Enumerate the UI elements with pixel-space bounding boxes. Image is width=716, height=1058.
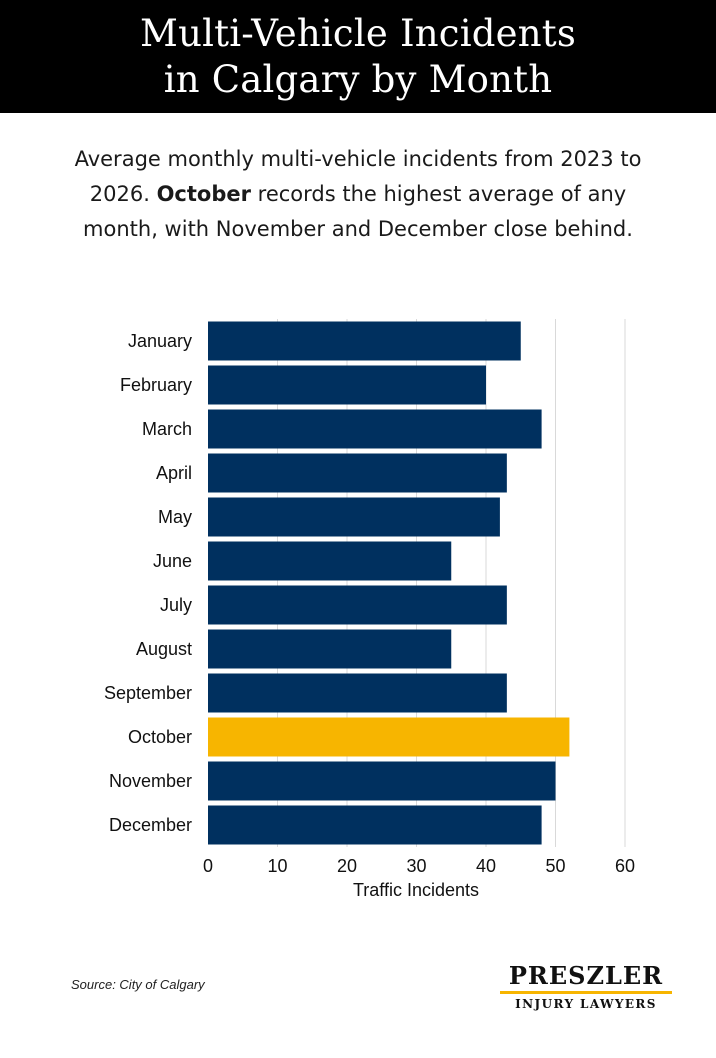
subtitle-text-2: records the highest average of any month… <box>83 182 633 241</box>
header-banner: Multi-Vehicle Incidents in Calgary by Mo… <box>0 0 716 113</box>
bar-december <box>208 805 542 845</box>
chart-title-line2: in Calgary by Month <box>163 57 553 101</box>
bar-march <box>208 409 542 449</box>
bar-august <box>208 629 452 669</box>
category-labels: January February March April May June July Augu… <box>104 331 192 835</box>
bar-september <box>208 673 507 713</box>
x-tick-label: 30 <box>406 856 426 876</box>
category-label-january: January <box>128 331 192 351</box>
category-label-may: May <box>158 507 192 527</box>
bar-january <box>208 321 521 361</box>
x-tick-labels: 0 10 20 30 40 50 60 <box>203 856 635 876</box>
logo-tagline: INJURY LAWYERS <box>515 997 657 1011</box>
chart-subtitle: Average monthly multi-vehicle incidents … <box>60 142 656 247</box>
brand-logo: PRESZLER INJURY LAWYERS <box>500 962 672 1011</box>
bar-may <box>208 497 500 537</box>
x-tick-label: 40 <box>476 856 496 876</box>
chart-title-line1: Multi-Vehicle Incidents <box>139 11 577 55</box>
bars-group <box>208 321 570 845</box>
source-note: Source: City of Calgary <box>71 977 205 992</box>
category-label-december: December <box>109 815 192 835</box>
x-tick-label: 20 <box>337 856 357 876</box>
category-label-march: March <box>142 419 192 439</box>
subtitle-highlight: October <box>156 182 251 206</box>
bar-july <box>208 585 507 625</box>
logo-divider <box>500 991 672 994</box>
grid-lines <box>277 319 626 847</box>
x-tick-label: 60 <box>615 856 635 876</box>
bar-february <box>208 365 486 405</box>
bar-november <box>208 761 556 801</box>
category-label-october: October <box>128 727 192 747</box>
bar-chart: January February March April May June July Augu… <box>104 319 635 900</box>
subtitle-text-1: Average monthly multi-vehicle incidents … <box>74 147 642 206</box>
x-tick-label: 0 <box>203 856 213 876</box>
category-label-april: April <box>156 463 192 483</box>
category-label-june: June <box>153 551 192 571</box>
category-label-september: September <box>104 683 192 703</box>
category-label-july: July <box>160 595 192 615</box>
logo-name: PRESZLER <box>508 961 664 990</box>
category-label-november: November <box>109 771 192 791</box>
bar-june <box>208 541 452 581</box>
category-label-august: August <box>136 639 192 659</box>
x-tick-label: 10 <box>267 856 287 876</box>
bar-october <box>208 717 570 757</box>
x-tick-label: 50 <box>545 856 565 876</box>
x-axis-label: Traffic Incidents <box>353 880 479 900</box>
category-label-february: February <box>120 375 192 395</box>
bar-april <box>208 453 507 493</box>
